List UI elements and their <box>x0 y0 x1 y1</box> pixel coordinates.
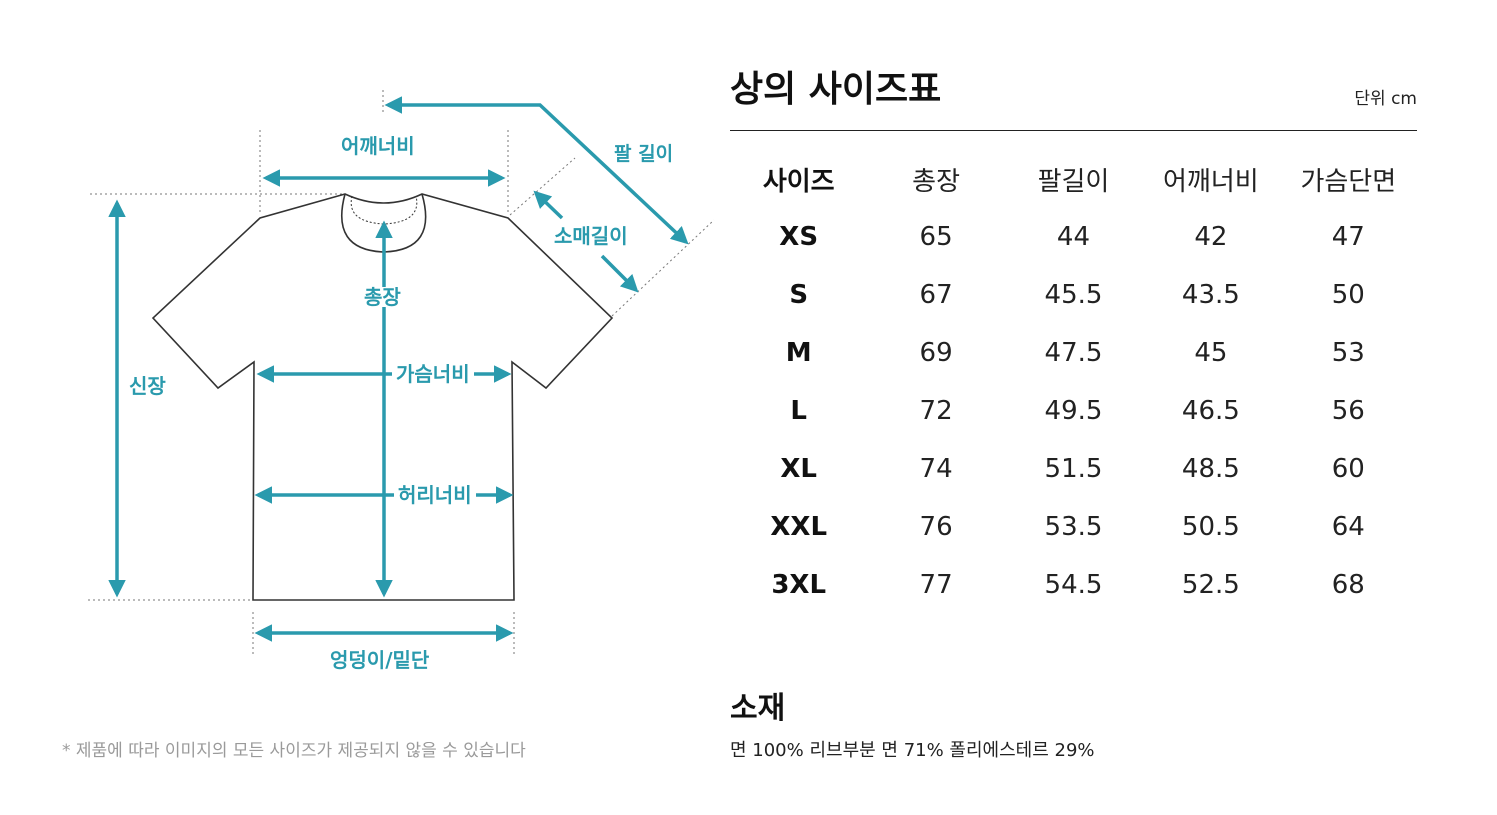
table-row: S 67 45.5 43.5 50 <box>730 266 1417 324</box>
table-cell: 46.5 <box>1181 396 1240 426</box>
table-cell: 53.5 <box>1044 512 1103 542</box>
table-cell: 69 <box>919 338 953 368</box>
column-header: 가슴단면 <box>1300 166 1397 197</box>
table-row: XL 74 51.5 48.5 60 <box>730 440 1417 498</box>
table-cell: 42 <box>1194 222 1228 252</box>
table-cell: 47.5 <box>1044 338 1103 368</box>
table-cell: 50 <box>1331 280 1365 310</box>
column-header: 어깨너비 <box>1163 166 1259 197</box>
size-cell: M <box>785 338 812 368</box>
size-cell: S <box>789 280 809 310</box>
page-title: 상의 사이즈표 <box>730 69 942 110</box>
size-cell: XL <box>780 454 817 484</box>
hem-label: 엉덩이/밑단 <box>326 650 434 670</box>
table-header-row: 사이즈 총장 팔길이 어깨너비 가슴단면 <box>730 150 1417 208</box>
size-cell: XXL <box>770 512 828 542</box>
column-header: 팔길이 <box>1037 166 1110 197</box>
table-cell: 72 <box>919 396 953 426</box>
arm-length-label: 팔 길이 <box>610 145 678 164</box>
table-cell: 77 <box>919 570 953 600</box>
table-cell: 54.5 <box>1044 570 1103 600</box>
size-table: 사이즈 총장 팔길이 어깨너비 가슴단면 XS 65 44 42 47 S 67… <box>730 150 1417 614</box>
table-cell: 74 <box>919 454 953 484</box>
unit-label: 단위 cm <box>1354 89 1417 109</box>
size-cell: L <box>790 396 807 426</box>
material-text: 면 100% 리브부분 면 71% 폴리에스테르 29% <box>730 740 1095 761</box>
table-cell: 67 <box>919 280 953 310</box>
footnote: * 제품에 따라 이미지의 모든 사이즈가 제공되지 않을 수 있습니다 <box>62 741 526 761</box>
table-cell: 52.5 <box>1181 570 1240 600</box>
sleeve-length-label: 소매길이 <box>550 226 632 246</box>
size-cell: 3XL <box>771 570 827 600</box>
table-cell: 65 <box>919 222 953 252</box>
table-row: 3XL 77 54.5 52.5 68 <box>730 556 1417 614</box>
table-cell: 48.5 <box>1181 454 1240 484</box>
table-row: L 72 49.5 46.5 56 <box>730 382 1417 440</box>
table-cell: 49.5 <box>1044 396 1103 426</box>
table-cell: 44 <box>1056 222 1091 252</box>
total-length-label: 총장 <box>360 287 405 307</box>
table-cell: 76 <box>919 512 953 542</box>
chest-label: 가슴너비 <box>392 364 474 384</box>
table-row: XS 65 44 42 47 <box>730 208 1417 266</box>
size-diagram: 어깨너비 팔 길이 소매길이 총장 신장 가슴너비 허리너비 엉덩이/밑단 * … <box>0 0 720 815</box>
shoulder-label: 어깨너비 <box>337 136 419 156</box>
table-cell: 56 <box>1331 396 1365 426</box>
table-row: XXL 76 53.5 50.5 64 <box>730 498 1417 556</box>
table-cell: 68 <box>1331 570 1365 600</box>
size-chart-panel: 상의 사이즈표 단위 cm 사이즈 총장 팔길이 어깨너비 가슴단면 XS 65… <box>730 0 1417 815</box>
waist-label: 허리너비 <box>394 485 476 505</box>
table-cell: 45.5 <box>1044 280 1103 310</box>
table-cell: 50.5 <box>1181 512 1240 542</box>
title-divider <box>730 130 1417 131</box>
table-cell: 43.5 <box>1181 280 1240 310</box>
material-title: 소재 <box>730 691 786 726</box>
table-cell: 64 <box>1331 512 1365 542</box>
size-cell: XS <box>779 222 819 252</box>
table-cell: 51.5 <box>1044 454 1103 484</box>
height-label: 신장 <box>129 374 166 398</box>
table-cell: 60 <box>1331 454 1365 484</box>
table-cell: 47 <box>1331 222 1365 252</box>
tshirt-measurement-illustration <box>88 90 715 655</box>
column-header: 사이즈 <box>762 166 835 197</box>
table-cell: 45 <box>1194 338 1228 368</box>
table-cell: 53 <box>1331 338 1365 368</box>
column-header: 총장 <box>912 166 960 197</box>
table-row: M 69 47.5 45 53 <box>730 324 1417 382</box>
